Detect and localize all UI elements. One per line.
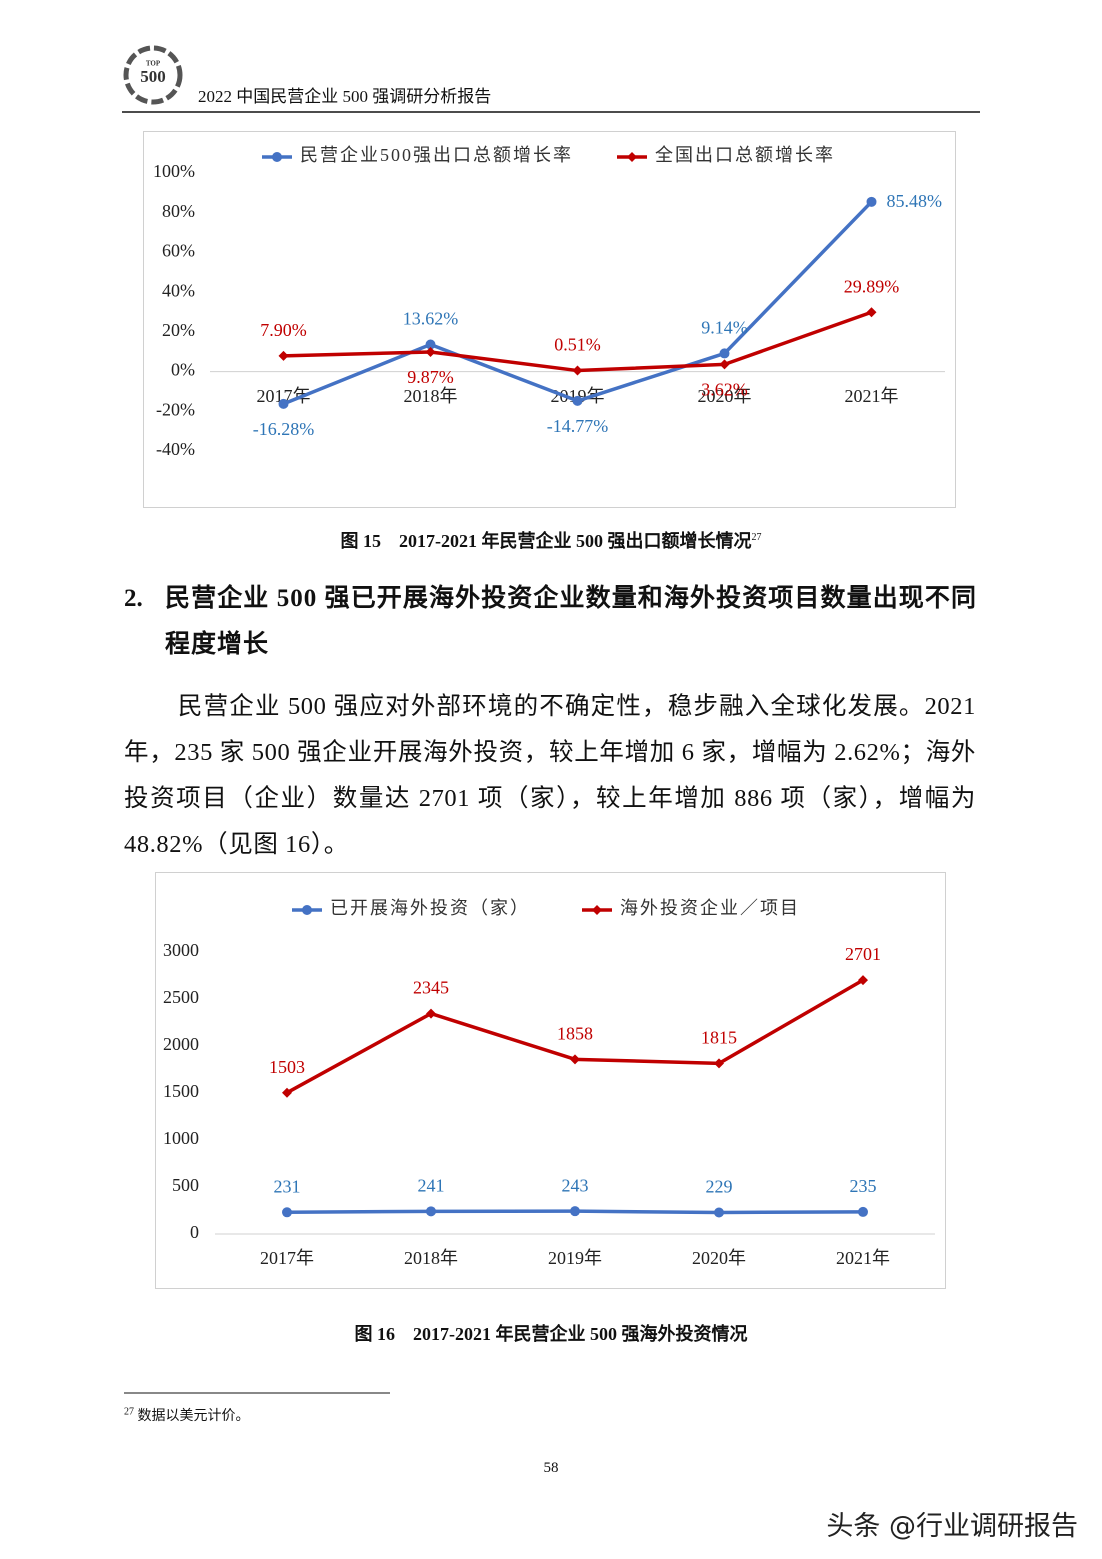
footnote-number: 27 [124, 1406, 134, 1418]
x-tick-label: 2021年 [845, 386, 899, 406]
legend-label: 全国出口总额增长率 [655, 145, 835, 165]
data-label: 13.62% [403, 309, 459, 329]
y-tick-label: 100% [153, 161, 195, 181]
data-label: 1815 [701, 1028, 737, 1048]
x-tick-label: 2020年 [698, 386, 752, 406]
marker [426, 1206, 436, 1217]
data-label: -16.28% [253, 419, 315, 439]
y-tick-label: 80% [162, 201, 195, 221]
y-tick-label: 3000 [163, 940, 199, 960]
heading-text: 民营企业 500 强已开展海外投资企业数量和海外投资项目数量出现不同程度增长 [165, 585, 977, 658]
data-label: 1503 [269, 1057, 305, 1077]
y-tick-label: 0 [190, 1222, 199, 1242]
data-label: 1858 [557, 1023, 593, 1043]
footnote-text: 数据以美元计价。 [137, 1409, 250, 1424]
legend-label: 海外投资企业／项目 [620, 898, 800, 918]
marker [572, 395, 583, 406]
legend-label: 民营企业500强出口总额增长率 [300, 145, 573, 165]
marker [570, 1206, 580, 1217]
note-ref: 27 [751, 532, 762, 543]
x-tick-label: 2021年 [836, 1248, 890, 1268]
marker [570, 1054, 580, 1065]
data-label: 29.89% [844, 276, 900, 296]
y-tick-label: 1500 [163, 1081, 199, 1101]
data-label: -14.77% [547, 416, 609, 436]
data-label: 9.87% [407, 367, 454, 387]
data-label: 3.62% [701, 380, 748, 400]
legend-label: 已开展海外投资（家） [330, 898, 530, 918]
y-tick-label: 1000 [163, 1128, 199, 1148]
data-label: 2345 [413, 978, 449, 998]
page-number: 58 [543, 1460, 559, 1476]
watermark: 头条 @行业调研报告 [826, 1511, 1078, 1542]
y-tick-label: -20% [156, 399, 195, 419]
y-tick-label: 20% [162, 320, 195, 340]
footnote: 27 数据以美元计价。 [124, 1405, 250, 1425]
data-label: 9.14% [701, 318, 748, 338]
chart-frame [143, 131, 956, 508]
logo-number: 500 [140, 67, 166, 86]
marker [858, 975, 868, 986]
x-tick-label: 2019年 [548, 1248, 602, 1268]
marker [719, 359, 730, 370]
marker [282, 1087, 292, 1098]
marker [866, 196, 877, 207]
header-title: 2022 中国民营企业 500 强调研分析报告 [198, 87, 491, 106]
marker [858, 1206, 868, 1217]
legend-marker [627, 152, 637, 162]
chart-frame [155, 872, 946, 1289]
x-tick-label: 2018年 [404, 386, 458, 406]
marker [572, 365, 583, 376]
logo: TOP 500 [123, 45, 183, 105]
logo-top: TOP [146, 60, 161, 68]
y-tick-label: 2000 [163, 1034, 199, 1054]
marker [719, 348, 730, 359]
heading-number: 2. [124, 585, 143, 612]
x-tick-label: 2020年 [692, 1248, 746, 1268]
marker [278, 350, 289, 361]
marker [425, 339, 436, 350]
legend-marker [592, 905, 602, 915]
data-label: 241 [418, 1175, 445, 1195]
data-label: 231 [274, 1176, 301, 1196]
y-tick-label: -40% [156, 439, 195, 459]
legend-marker [272, 152, 282, 162]
data-label: 2701 [845, 944, 881, 964]
data-label: 0.51% [554, 335, 601, 355]
figure-caption: 图 16 2017-2021 年民营企业 500 强海外投资情况 [354, 1324, 748, 1344]
x-tick-label: 2017年 [260, 1248, 314, 1268]
marker [714, 1207, 724, 1218]
marker [714, 1058, 724, 1069]
data-label: 229 [706, 1177, 733, 1197]
marker [866, 307, 877, 318]
data-label: 243 [562, 1175, 589, 1195]
x-tick-label: 2018年 [404, 1248, 458, 1268]
data-label: 7.90% [260, 320, 307, 340]
figure-caption: 图 15 2017-2021 年民营企业 500 强出口额增长情况27 [0, 527, 1102, 553]
data-label: 85.48% [887, 191, 943, 211]
marker [278, 398, 289, 409]
marker [425, 346, 436, 357]
legend-marker [302, 905, 312, 915]
marker [426, 1008, 436, 1019]
y-tick-label: 60% [162, 241, 195, 261]
caption-text: 图 15 2017-2021 年民营企业 500 强出口额增长情况 [340, 531, 752, 551]
y-tick-label: 0% [171, 360, 195, 380]
x-tick-label: 2017年 [257, 386, 311, 406]
marker [282, 1207, 292, 1218]
y-tick-label: 500 [172, 1175, 199, 1195]
y-tick-label: 40% [162, 280, 195, 300]
data-label: 235 [850, 1176, 877, 1196]
y-tick-label: 2500 [163, 987, 199, 1007]
paragraph: 民营企业 500 强应对外部环境的不确定性，稳步融入全球化发展。2021 年，2… [124, 693, 976, 858]
